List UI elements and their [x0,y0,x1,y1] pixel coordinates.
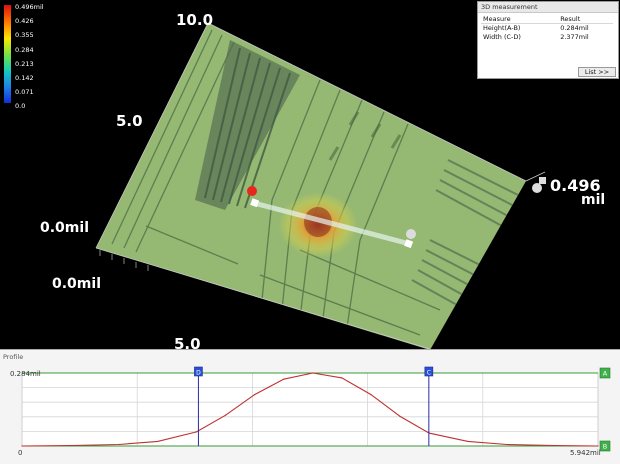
measure-name: Width (C-D) [483,33,521,41]
y-max-label: 0.284mil [10,370,41,378]
cursor-handle-d[interactable] [194,366,203,377]
profile-panel: Profile D C A B 0.284mil 0 5.942mil [0,349,620,464]
axis-label-bottom: 5.0 [174,335,201,349]
profile-point [118,443,120,446]
cursor-label: D [196,370,201,377]
z-scale-marker[interactable] [532,183,542,193]
height-map-surface [96,23,526,349]
measure-result: 0.284mil [560,24,589,32]
list-button[interactable]: List >> [578,67,616,77]
side-marker-label: B [603,443,607,451]
table-header-row: Measure Result [481,15,613,24]
height-color-legend: 0.496mil 0.426 0.355 0.284 0.213 0.142 0.071 0.… [2,3,44,110]
column-header-result: Result [560,15,581,23]
marker-d[interactable] [404,239,414,249]
marker-a[interactable] [247,186,257,196]
marker-c[interactable] [406,229,416,239]
profile-chart[interactable]: D C A B 0.284mil 0 5.942mil [0,350,620,464]
cursor-handle-c[interactable] [424,366,434,377]
profile-point [554,444,556,447]
measurement-table: Measure Result Height(A-B) 0.284mil Widt… [481,15,613,42]
table-row[interactable]: Height(A-B) 0.284mil [481,24,613,33]
axis-ticks [99,250,149,271]
marker-b[interactable] [250,198,260,208]
column-header-measure: Measure [483,15,511,23]
profile-point [370,393,372,396]
axis-label-top: 10.0 [176,11,214,29]
legend-tick-label: 0.142 [15,74,34,82]
z-axis-unit: mil [581,192,606,208]
profile-point [195,431,198,433]
measurement-line[interactable] [253,200,411,247]
profile-point [399,415,401,418]
profile-point [21,445,23,447]
side-marker-bottom[interactable] [599,440,611,452]
legend-tick-label: 0.0 [15,102,26,111]
bounding-box [95,22,546,349]
profile-point [312,372,314,374]
profile-point [341,377,343,379]
legend-tick-label: 0.496mil [15,3,44,11]
measure-result: 2.377mil [560,33,589,41]
profile-point [283,378,285,380]
profile-point [224,414,227,416]
legend-tick-label: 0.355 [15,31,34,40]
legend-tick-label: 0.213 [15,59,34,68]
profile-point [597,445,599,447]
legend-color-bar [4,5,11,103]
profile-point [467,440,469,442]
3d-surface-scene[interactable] [0,0,620,349]
x-max-label: 5.942mil [570,449,601,457]
side-marker-label: A [603,370,608,378]
profile-point [69,444,72,447]
measure-name: Height(A-B) [483,24,521,32]
profile-point [506,443,508,446]
profile-point [157,440,159,442]
axis-label-origin-upper: 0.0mil [40,220,89,236]
axis-label-middle: 5.0 [116,112,143,130]
3d-measurement-panel: 3D measurement Measure Result Height(A-B… [477,1,619,79]
legend-tick-label: 0.071 [15,88,34,97]
profile-point [254,393,256,396]
z-scale-handle[interactable] [539,177,546,184]
plot-area [21,372,599,447]
axis-label-origin-lower: 0.0mil [52,276,101,292]
side-marker-top[interactable] [599,367,611,379]
panel-title: Profile [3,353,24,361]
surface-texture [96,23,526,349]
table-row[interactable]: Width (C-D) 2.377mil [481,33,613,42]
x-min-label: 0 [18,449,22,457]
cursor-label: C [427,370,431,377]
z-axis-value: 0.496 [550,176,601,195]
legend-tick-label: 0.426 [15,17,34,26]
panel-title: 3D measurement [478,2,618,13]
legend-tick-label: 0.284 [15,45,34,54]
